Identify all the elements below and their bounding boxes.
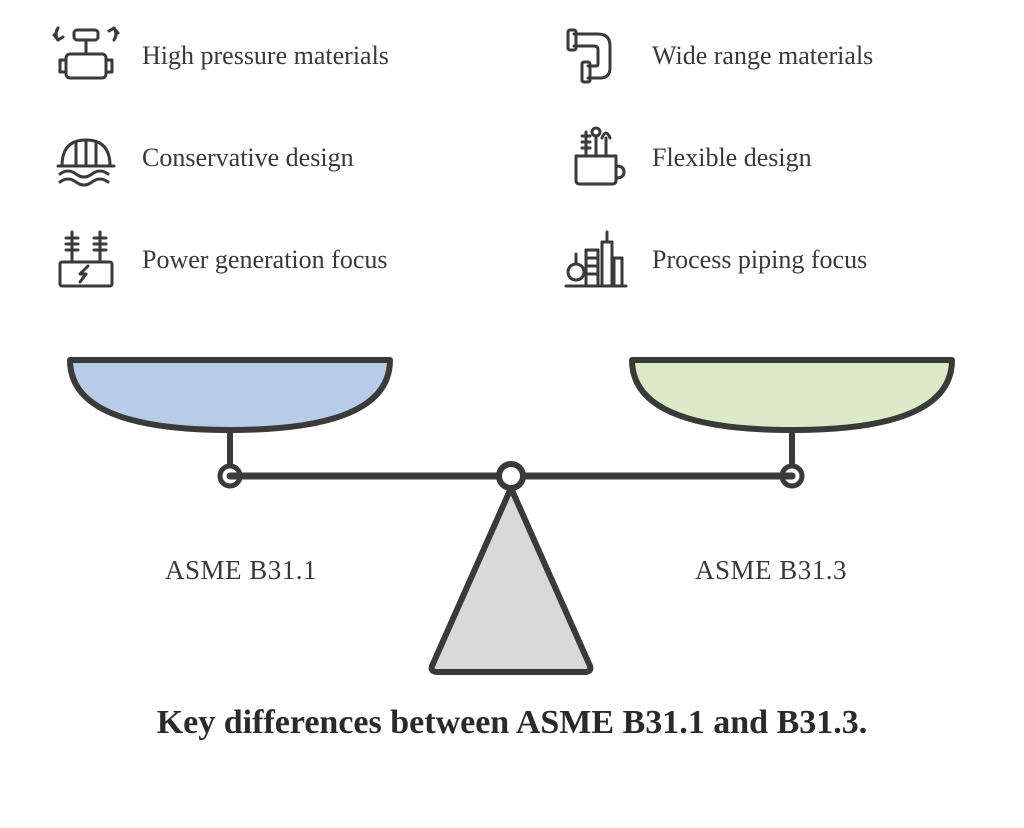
- plant-icon: [560, 224, 632, 296]
- infographic-title: Key differences between ASME B31.1 and B…: [0, 700, 1024, 746]
- item-label: Wide range materials: [652, 39, 873, 73]
- right-pan: [632, 360, 952, 430]
- scale-base: [432, 488, 591, 672]
- item-label: Power generation focus: [142, 243, 387, 277]
- helmet-icon: [50, 122, 122, 194]
- list-item: Conservative design: [50, 122, 470, 194]
- left-pan: [70, 360, 390, 430]
- balance-scale: [0, 340, 1024, 680]
- list-item: High pressure materials: [50, 20, 470, 92]
- item-label: Flexible design: [652, 141, 812, 175]
- infographic-container: High pressure materials Conservative des…: [0, 0, 1024, 828]
- right-column: Wide range materials Flexible design: [560, 20, 980, 326]
- list-item: Power generation focus: [50, 224, 470, 296]
- item-label: Conservative design: [142, 141, 354, 175]
- item-label: Process piping focus: [652, 243, 867, 277]
- valve-icon: [50, 20, 122, 92]
- left-side-label: ASME B31.1: [165, 555, 317, 586]
- tools-icon: [560, 122, 632, 194]
- list-item: Process piping focus: [560, 224, 980, 296]
- pipe-icon: [560, 20, 632, 92]
- power-icon: [50, 224, 122, 296]
- left-column: High pressure materials Conservative des…: [50, 20, 470, 326]
- list-item: Flexible design: [560, 122, 980, 194]
- list-item: Wide range materials: [560, 20, 980, 92]
- item-label: High pressure materials: [142, 39, 389, 73]
- right-side-label: ASME B31.3: [695, 555, 847, 586]
